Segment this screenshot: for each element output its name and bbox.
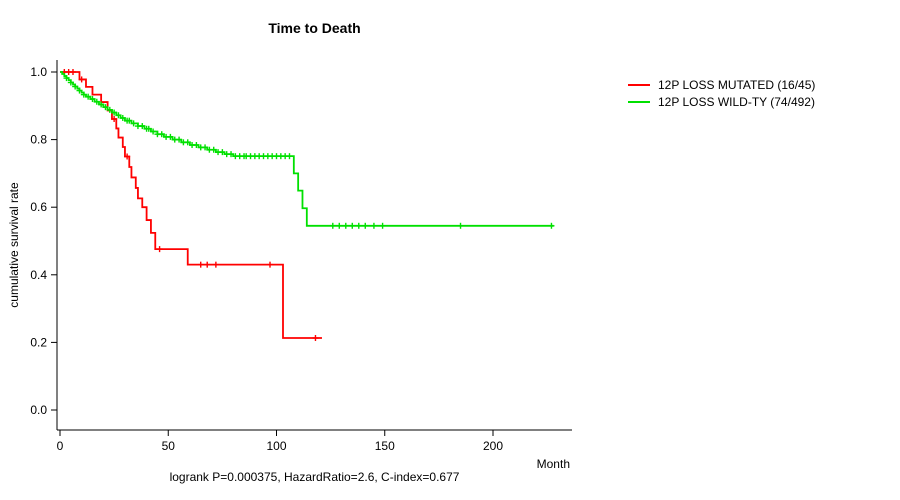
legend-label-mutated: 12P LOSS MUTATED (16/45) bbox=[658, 77, 816, 92]
legend-item-mutated: 12P LOSS MUTATED (16/45) bbox=[628, 76, 815, 93]
x-tick-label: 150 bbox=[375, 439, 395, 453]
legend-line-mutated-icon bbox=[628, 83, 650, 86]
y-axis-label: cumulative survival rate bbox=[7, 182, 21, 308]
legend-line-wildtype-icon bbox=[628, 100, 650, 103]
legend-item-wildtype: 12P LOSS WILD-TY (74/492) bbox=[628, 93, 815, 110]
y-tick-label: 0.6 bbox=[30, 200, 47, 214]
y-tick-label: 0.8 bbox=[30, 133, 47, 147]
survival-curve-1 bbox=[60, 71, 554, 227]
x-tick-label: 100 bbox=[266, 439, 286, 453]
x-tick-label: 50 bbox=[162, 439, 176, 453]
x-tick-label: 200 bbox=[483, 439, 503, 453]
chart-title: Time to Death bbox=[268, 20, 361, 36]
legend-label-wildtype: 12P LOSS WILD-TY (74/492) bbox=[658, 94, 815, 109]
x-axis-label: Month bbox=[536, 457, 570, 471]
legend: 12P LOSS MUTATED (16/45) 12P LOSS WILD-T… bbox=[628, 76, 815, 110]
y-tick-label: 1.0 bbox=[30, 65, 47, 79]
y-tick-label: 0.4 bbox=[30, 268, 47, 282]
x-tick-label: 0 bbox=[57, 439, 64, 453]
stats-annotation: logrank P=0.000375, HazardRatio=2.6, C-i… bbox=[169, 470, 460, 484]
y-tick-label: 0.0 bbox=[30, 403, 47, 417]
survival-curve-0 bbox=[60, 71, 322, 339]
y-tick-label: 0.2 bbox=[30, 335, 47, 349]
